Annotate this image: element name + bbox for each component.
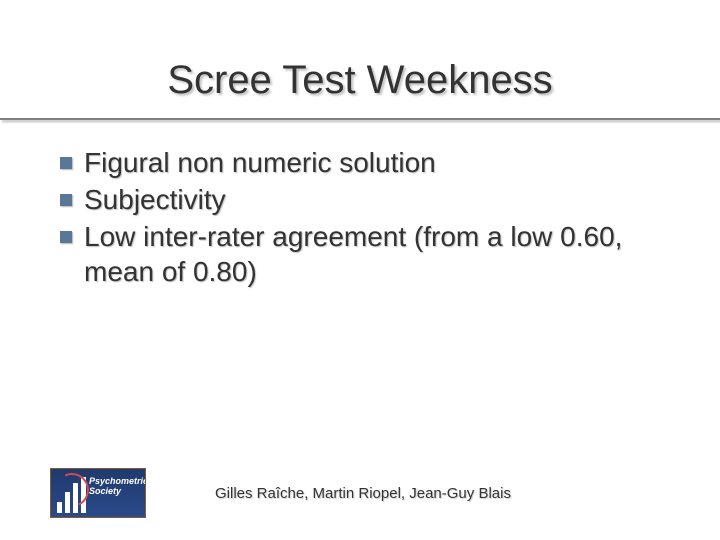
list-item: Figural non numeric solution xyxy=(60,145,680,180)
square-bullet-icon xyxy=(60,194,72,206)
list-item: Low inter-rater agreement (from a low 0.… xyxy=(60,219,680,289)
psychometric-society-logo: Psychometric Society xyxy=(50,468,146,518)
square-bullet-icon xyxy=(60,157,72,169)
title-underline xyxy=(0,118,720,120)
bullet-text: Figural non numeric solution xyxy=(84,145,436,180)
content-area: Figural non numeric solution Subjectivit… xyxy=(60,145,680,291)
logo-text: Psychometric Society xyxy=(89,477,146,497)
bullet-text: Subjectivity xyxy=(84,182,226,217)
logo-line2: Society xyxy=(89,487,146,497)
list-item: Subjectivity xyxy=(60,182,680,217)
slide-title: Scree Test Weekness xyxy=(0,58,720,103)
authors-text: Gilles Raîche, Martin Riopel, Jean-Guy B… xyxy=(215,485,511,502)
footer: Psychometric Society Gilles Raîche, Mart… xyxy=(50,468,690,518)
square-bullet-icon xyxy=(60,231,72,243)
bullet-text: Low inter-rater agreement (from a low 0.… xyxy=(84,219,680,289)
slide: Scree Test Weekness Figural non numeric … xyxy=(0,0,720,540)
title-region: Scree Test Weekness xyxy=(0,58,720,103)
